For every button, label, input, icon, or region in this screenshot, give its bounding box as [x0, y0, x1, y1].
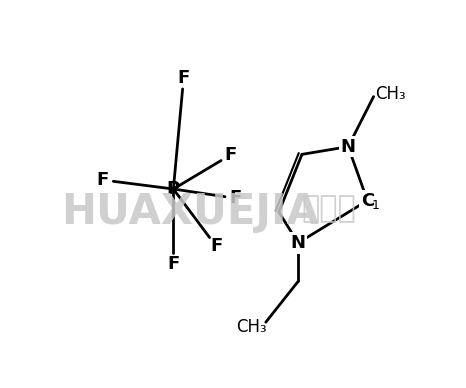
Text: P: P: [167, 180, 180, 198]
Text: CH₃: CH₃: [375, 85, 406, 103]
Text: N: N: [291, 234, 306, 252]
Text: 化学加: 化学加: [302, 194, 356, 223]
Text: C: C: [361, 192, 374, 210]
Text: F: F: [224, 146, 237, 164]
Text: F: F: [167, 255, 179, 273]
Text: F: F: [96, 171, 109, 189]
Text: 1: 1: [372, 199, 380, 213]
Text: CH₃: CH₃: [237, 318, 267, 336]
Text: F: F: [210, 237, 222, 255]
Text: HUAXUEJIA: HUAXUEJIA: [62, 191, 319, 233]
Text: F: F: [229, 189, 242, 207]
Text: N: N: [341, 138, 356, 156]
Text: F: F: [178, 69, 190, 87]
